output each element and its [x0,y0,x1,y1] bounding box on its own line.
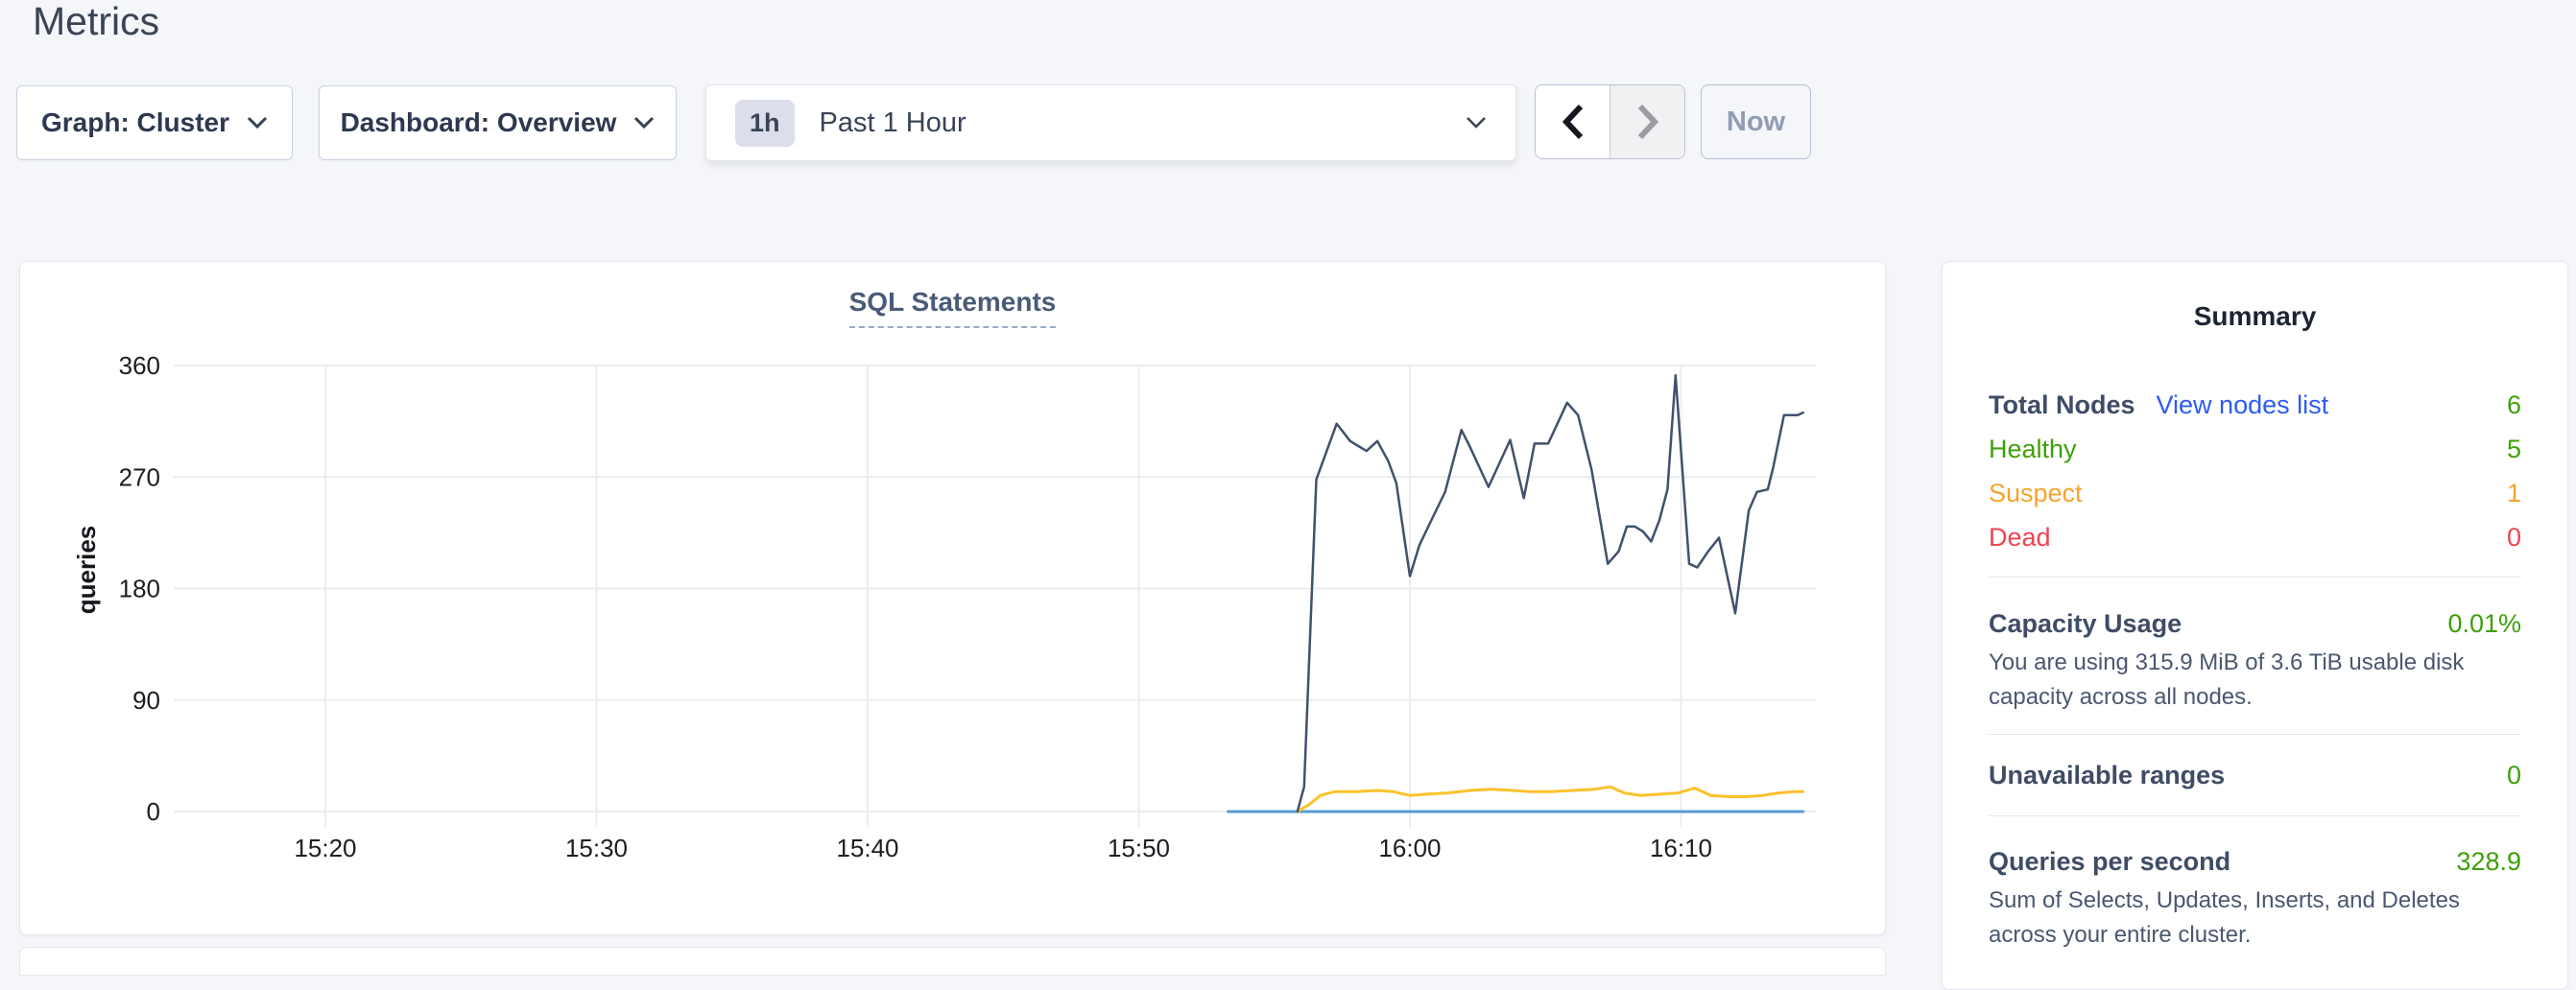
capacity-usage-row: Capacity Usage 0.01% [1989,607,2521,640]
capacity-usage-label: Capacity Usage [1989,609,2182,638]
svg-text:16:00: 16:00 [1378,834,1441,862]
chart-title-link[interactable]: SQL Statements [848,287,1057,328]
svg-text:180: 180 [119,575,160,603]
chevron-right-icon [1636,103,1659,141]
sql-statements-chart-plot[interactable]: 0 90 180 270 360 15:20 15:30 15:40 15:50 16:00 16:… [20,262,1887,936]
healthy-nodes-row: Healthy 5 [1989,433,2521,465]
capacity-usage-description: You are using 315.9 MiB of 3.6 TiB usabl… [1989,649,2465,710]
svg-text:queries: queries [72,526,101,615]
graph-dropdown[interactable]: Graph: Cluster [16,85,293,160]
total-nodes-label: Total Nodes [1989,390,2135,419]
chevron-down-icon [247,116,268,130]
summary-title: Summary [2193,301,2317,331]
summary-panel: Summary Total Nodes View nodes list 6 He… [1942,261,2568,990]
svg-text:360: 360 [119,351,160,380]
capacity-usage-value: 0.01% [2447,609,2521,638]
graph-dropdown-label: Graph: Cluster [40,107,230,137]
sql-statements-chart-card: SQL Statements 0 90 180 270 360 15:20 15:30 15:… [19,261,1886,935]
summary-divider [1989,577,2521,578]
queries-per-second-row: Queries per second 328.9 [1989,845,2521,878]
svg-text:16:10: 16:10 [1650,834,1712,862]
time-range-selector[interactable]: 1h Past 1 Hour [705,84,1516,161]
summary-divider [1989,815,2521,816]
queries-per-second-label: Queries per second [1989,847,2231,876]
svg-text:15:40: 15:40 [836,834,898,862]
chart-title-row: SQL Statements [20,287,1885,328]
chevron-down-icon [633,116,655,130]
unavailable-ranges-label: Unavailable ranges [1989,761,2226,790]
svg-text:15:50: 15:50 [1108,834,1170,862]
total-nodes-row: Total Nodes View nodes list 6 [1989,389,2521,421]
chevron-left-icon [1562,103,1585,141]
dead-label: Dead [1989,523,2051,552]
dashboard-dropdown[interactable]: Dashboard: Overview [319,85,677,160]
summary-divider [1989,734,2521,735]
time-range-badge: 1h [735,99,795,147]
view-nodes-list-link[interactable]: View nodes list [2156,390,2329,419]
chevron-down-icon [1466,116,1487,130]
time-range-label: Past 1 Hour [819,106,966,138]
healthy-value: 5 [2506,435,2521,463]
page-title: Metrics [33,0,160,43]
dead-nodes-row: Dead 0 [1989,521,2521,554]
svg-text:270: 270 [119,462,160,491]
svg-text:0: 0 [147,797,160,826]
next-chart-card-partial [19,947,1886,976]
svg-text:15:20: 15:20 [294,834,356,862]
unavailable-ranges-row: Unavailable ranges 0 [1989,759,2521,791]
dashboard-dropdown-label: Dashboard: Overview [340,107,617,137]
queries-per-second-description: Sum of Selects, Updates, Inserts, and De… [1989,887,2460,948]
healthy-label: Healthy [1989,435,2077,463]
total-nodes-value: 6 [2506,390,2521,419]
dead-value: 0 [2506,523,2521,552]
suspect-value: 1 [2506,479,2521,507]
now-button[interactable]: Now [1701,84,1811,159]
svg-text:90: 90 [132,686,160,715]
suspect-label: Suspect [1989,479,2083,507]
time-window-arrows [1535,84,1685,159]
unavailable-ranges-value: 0 [2506,761,2521,790]
svg-text:15:30: 15:30 [565,834,628,862]
suspect-nodes-row: Suspect 1 [1989,477,2521,509]
queries-per-second-value: 328.9 [2456,847,2521,876]
next-time-window-button[interactable] [1610,85,1684,158]
prev-time-window-button[interactable] [1536,85,1610,158]
